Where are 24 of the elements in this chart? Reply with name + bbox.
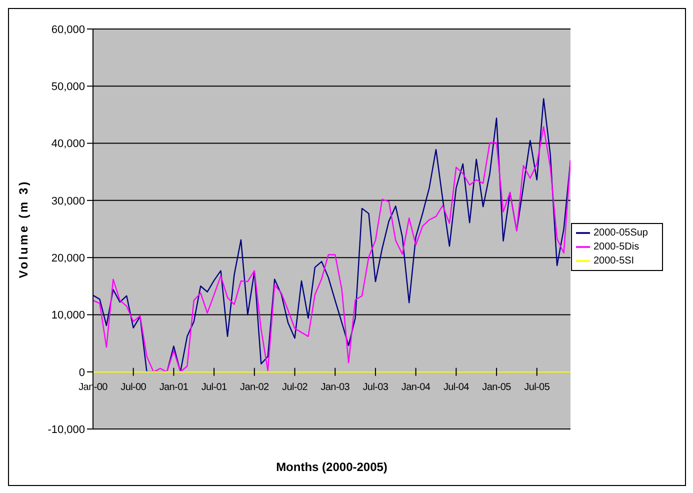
x-tick-label: Jul-04: [443, 382, 470, 393]
x-tick-label: Jul-01: [201, 382, 228, 393]
x-tick-label: Jan-04: [401, 382, 431, 393]
y-tick-label: 0: [78, 366, 85, 379]
x-tick-label: Jul-02: [282, 382, 308, 393]
y-axis-title: Volume (m 3): [16, 180, 30, 278]
y-tick-label: 30,000: [51, 195, 85, 208]
x-tick-label: Jan-05: [482, 382, 512, 393]
x-tick-label: Jan-03: [320, 382, 350, 393]
x-tick-label: Jul-00: [120, 382, 147, 393]
y-tick-label: 40,000: [51, 138, 85, 150]
y-tick-label: 50,000: [51, 81, 85, 94]
x-tick-label: Jan-01: [159, 382, 189, 393]
y-tick-label: 20,000: [51, 252, 85, 264]
x-tick-label: Jul-03: [362, 382, 389, 393]
y-tick-label: -10,000: [48, 424, 85, 436]
legend-label: 2000-5SI: [594, 256, 634, 267]
x-axis-title: Months (2000-2005): [276, 460, 388, 474]
legend-label: 2000-5Dis: [594, 242, 640, 253]
y-tick-label: 60,000: [51, 24, 85, 36]
x-tick-label: Jul-05: [524, 382, 550, 393]
legend-label: 2000-05Sup: [594, 228, 648, 239]
x-tick-label: Jan-02: [240, 382, 270, 393]
y-tick-label: 10,000: [51, 310, 85, 322]
